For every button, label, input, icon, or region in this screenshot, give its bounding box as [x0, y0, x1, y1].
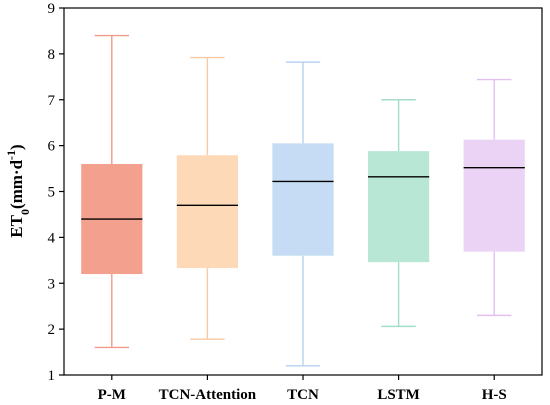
y-tick-label: 2 — [48, 322, 56, 338]
iqr-box — [272, 143, 334, 256]
y-tick-label: 1 — [48, 368, 56, 384]
y-tick-label: 7 — [48, 93, 56, 109]
y-axis-title-unit-end: ) — [7, 144, 26, 150]
y-axis-title-unit-start: (mm·d — [7, 159, 26, 209]
y-tick-label: 6 — [48, 139, 56, 155]
x-tick-label: TCN-Attention — [159, 387, 257, 403]
box-group-tcn-attention — [176, 56, 238, 340]
x-tick-label: P-M — [98, 387, 126, 403]
y-axis-title-subscript: 0 — [18, 209, 32, 215]
box-group-h-s — [463, 78, 525, 317]
y-tick-label: 3 — [48, 276, 56, 292]
y-tick-label: 5 — [48, 185, 56, 201]
y-axis: 1 2 3 4 5 6 7 8 9 — [48, 1, 64, 384]
x-tick-label: TCN — [287, 387, 319, 403]
box-group-p-m — [81, 34, 143, 349]
y-axis-title-main: ET — [7, 214, 26, 237]
y-tick-label: 8 — [48, 47, 56, 63]
x-tick-label: LSTM — [377, 387, 420, 403]
box-group-tcn — [272, 61, 334, 367]
x-axis: P-M TCN-Attention TCN LSTM H-S — [98, 375, 507, 403]
y-axis-title-unit-superscript: -1 — [4, 150, 18, 160]
boxes-layer — [81, 34, 525, 367]
iqr-box — [176, 155, 238, 269]
iqr-box — [463, 139, 525, 252]
y-tick-label: 4 — [48, 230, 56, 246]
box-group-lstm — [368, 99, 430, 328]
y-axis-title: ET0(mm·d-1) — [4, 144, 32, 237]
iqr-box — [368, 151, 430, 263]
x-tick-label: H-S — [482, 387, 507, 403]
y-tick-label: 9 — [48, 1, 56, 17]
